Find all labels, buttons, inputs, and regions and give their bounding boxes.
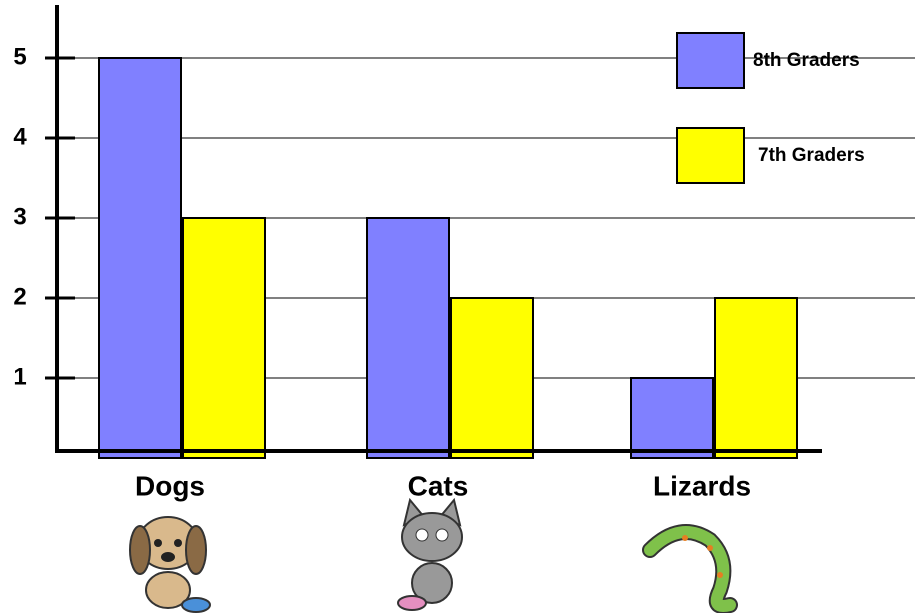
bar (367, 218, 449, 458)
legend-label: 8th Graders (753, 50, 860, 71)
chart: 1 2 3 4 5 Dogs Cats Lizards 8th Graders 7th Grade… (0, 0, 915, 613)
y-tick-label: 2 (13, 283, 26, 310)
bar (99, 58, 181, 458)
cat-icon (398, 500, 462, 610)
lizard-icon (650, 532, 730, 606)
y-tick-label: 5 (13, 43, 26, 70)
bar (183, 218, 265, 458)
x-tick-label: Dogs (135, 470, 205, 501)
bar (631, 378, 713, 458)
y-tick-label: 1 (13, 363, 26, 390)
legend-label: 7th Graders (758, 145, 865, 166)
legend-swatch (677, 33, 744, 88)
bar (715, 298, 797, 458)
legend-swatch (677, 128, 744, 183)
dog-icon (130, 517, 210, 612)
y-tick-label: 3 (13, 203, 26, 230)
bar (451, 298, 533, 458)
y-tick-label: 4 (13, 123, 27, 150)
x-tick-label: Cats (408, 470, 469, 501)
x-tick-label: Lizards (653, 470, 751, 501)
